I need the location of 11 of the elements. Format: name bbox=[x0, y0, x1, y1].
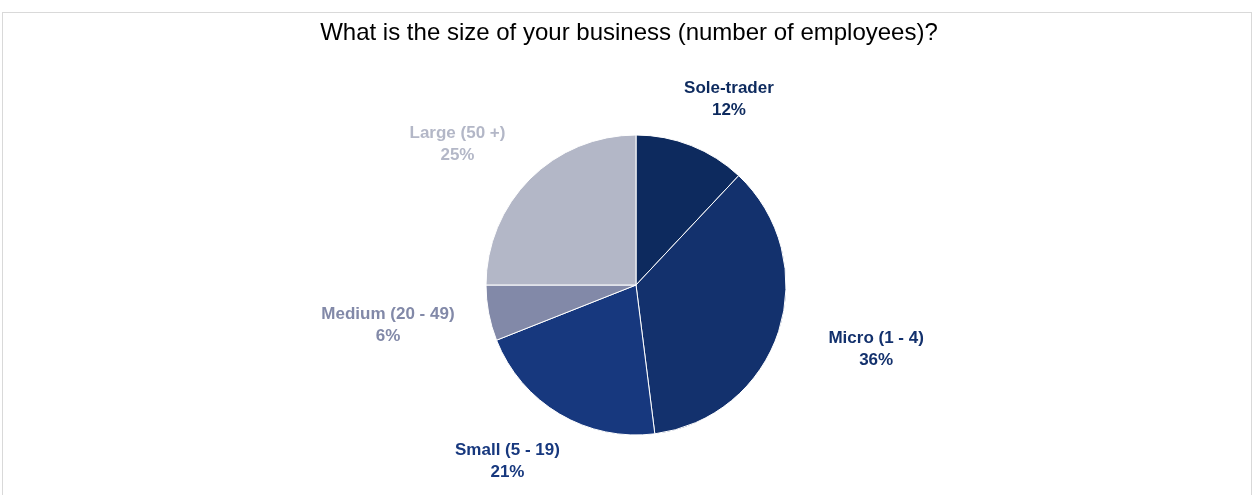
data-label: 21% bbox=[490, 461, 525, 481]
data-label: 6% bbox=[375, 325, 401, 345]
chart-title: What is the size of your business (number of employees)? bbox=[319, 18, 939, 46]
data-label: 12% bbox=[711, 100, 746, 120]
slice-label: Small (5 - 19) bbox=[455, 439, 560, 459]
data-label: 25% bbox=[440, 145, 475, 165]
slice-label: Sole-trader bbox=[684, 78, 775, 98]
slice-label: Medium (20 - 49) bbox=[321, 303, 455, 323]
slice-label: Micro (1 - 4) bbox=[828, 328, 924, 348]
slice-label: Large (50 +) bbox=[409, 123, 506, 143]
data-label: 36% bbox=[859, 350, 894, 370]
